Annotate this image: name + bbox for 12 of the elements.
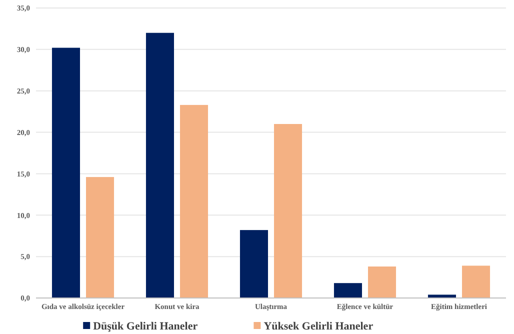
legend-label: Düşük Gelirli Haneler: [93, 320, 198, 332]
legend-label: Yüksek Gelirli Haneler: [264, 320, 374, 332]
bar: [428, 294, 456, 298]
bar: [86, 177, 114, 298]
bar: [274, 124, 302, 298]
bar: [52, 48, 80, 298]
bar: [240, 230, 268, 298]
bar: [180, 104, 208, 298]
bar: [334, 283, 362, 298]
bar: [462, 266, 490, 298]
bar: [368, 266, 396, 298]
bar: [146, 32, 174, 298]
